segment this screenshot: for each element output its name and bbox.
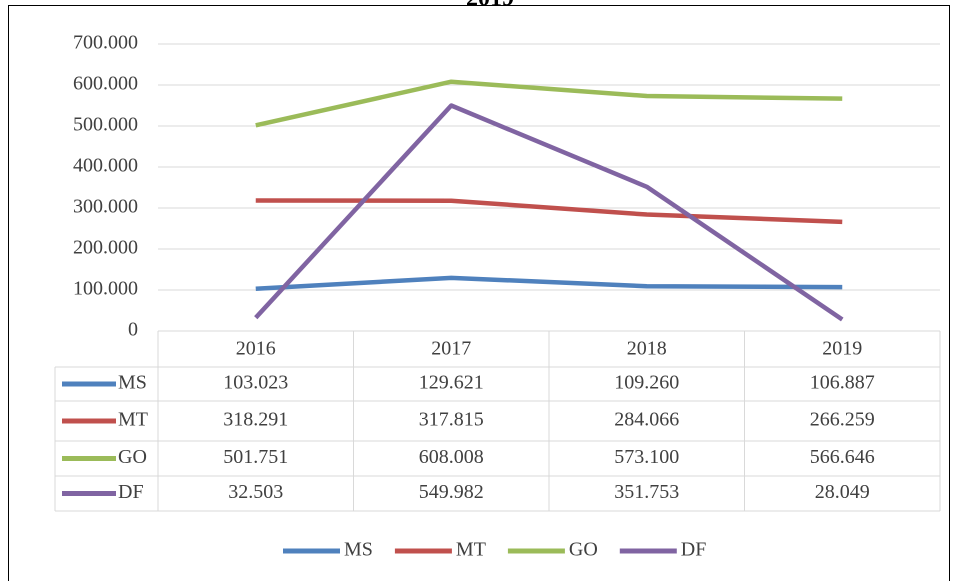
table-value: 266.259	[810, 409, 875, 431]
y-tick-label: 0	[128, 319, 138, 341]
table-series-name: DF	[118, 481, 144, 503]
table-value: 28.049	[815, 481, 870, 503]
table-value: 501.751	[223, 446, 288, 468]
table-value: 566.646	[810, 446, 875, 468]
legend-label: MT	[456, 539, 486, 561]
table-series-name: MS	[118, 372, 147, 394]
legend-label: GO	[569, 539, 598, 561]
y-tick-label: 100.000	[73, 278, 138, 300]
series-line	[255, 198, 843, 225]
table-value: 318.291	[223, 409, 288, 431]
legend-label: DF	[681, 539, 707, 561]
table-value: 106.887	[810, 372, 875, 394]
x-tick-label: 2019	[822, 338, 862, 360]
table-value: 317.815	[419, 409, 484, 431]
table-value: 608.008	[419, 446, 484, 468]
x-tick-label: 2017	[431, 338, 471, 360]
x-tick-label: 2016	[236, 338, 276, 360]
y-tick-label: 200.000	[73, 237, 138, 259]
table-value: 549.982	[419, 481, 484, 503]
table-series-name: GO	[118, 446, 147, 468]
y-tick-label: 600.000	[73, 73, 138, 95]
table-value: 573.100	[614, 446, 679, 468]
x-tick-label: 2018	[627, 338, 667, 360]
table-value: 284.066	[614, 409, 679, 431]
table-series-name: MT	[118, 409, 148, 431]
y-tick-label: 700.000	[73, 32, 138, 54]
table-value: 351.753	[614, 481, 679, 503]
table-value: 129.621	[419, 372, 484, 394]
y-tick-label: 400.000	[73, 155, 138, 177]
table-value: 103.023	[223, 372, 288, 394]
series-line	[255, 79, 843, 128]
y-tick-label: 300.000	[73, 196, 138, 218]
series-line	[255, 275, 843, 292]
chart-border	[8, 5, 950, 586]
chart-title: 2019	[466, 0, 514, 12]
table-value: 109.260	[614, 372, 679, 394]
legend-label: MS	[344, 539, 373, 561]
y-tick-label: 500.000	[73, 114, 138, 136]
table-value: 32.503	[228, 481, 283, 503]
series-line	[254, 103, 844, 322]
